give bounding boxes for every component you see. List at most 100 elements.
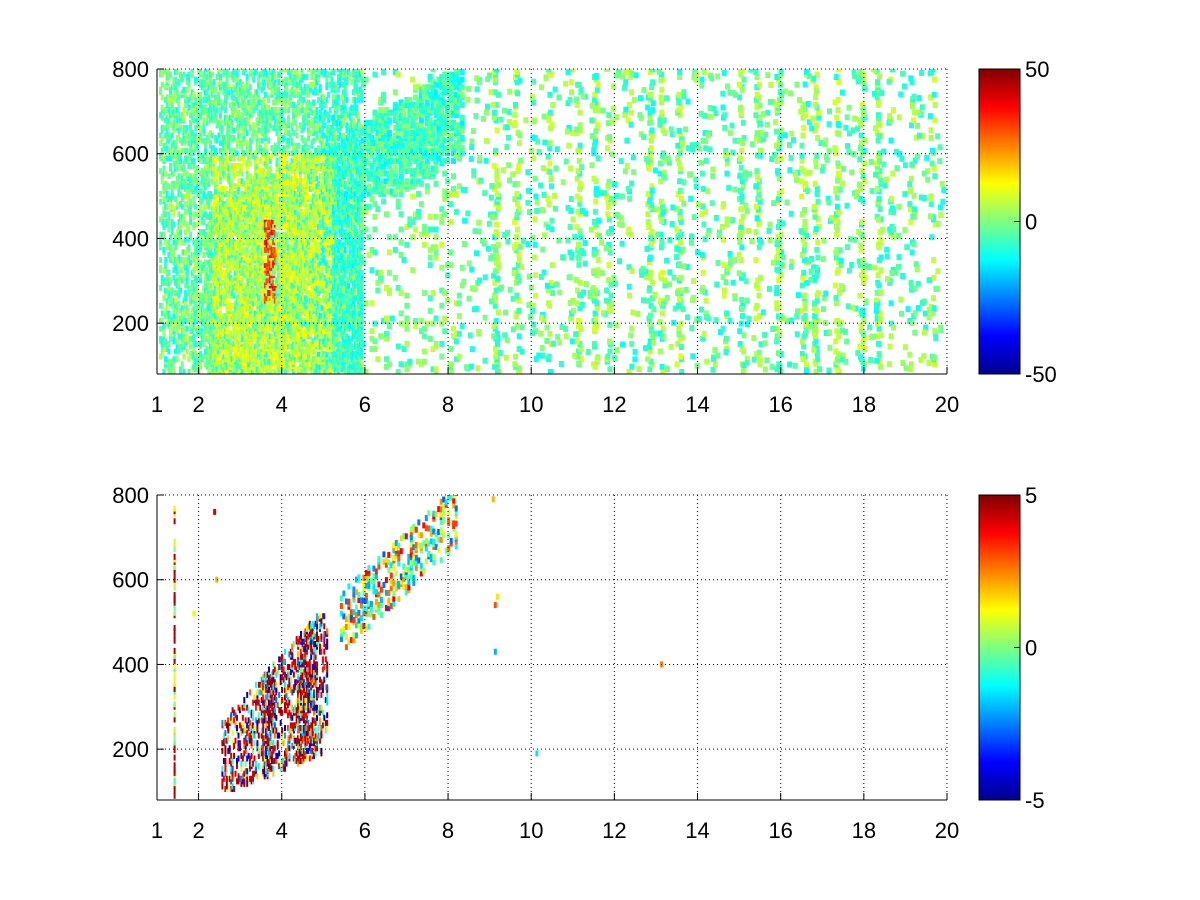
heatmap-cell [288,244,292,251]
heatmap-cell [312,264,316,271]
heatmap-cell [177,180,181,187]
heatmap-cell [227,318,231,324]
heatmap-cell [257,366,261,373]
heatmap-cell [322,318,326,324]
heatmap-cell [250,269,254,276]
heatmap-cell [250,99,254,106]
heatmap-cell [225,119,229,126]
heatmap-cell [257,142,261,149]
heatmap-cell [305,259,309,266]
heatmap-cell [159,198,163,205]
heatmap-cell [307,160,311,167]
heatmap-cell [318,338,322,345]
heatmap-cell [295,249,299,256]
heatmap-cell [232,112,236,119]
heatmap-cell [199,107,202,114]
heatmap-cell [177,279,181,286]
heatmap-cell [308,102,312,108]
heatmap-cell [290,137,294,144]
heatmap-cell [315,147,319,154]
heatmap-cell [273,185,277,192]
heatmap-cell [292,102,296,108]
heatmap-cell [287,249,291,256]
heatmap-cell [238,86,242,93]
heatmap-cell [210,150,214,157]
heatmap-cell [228,119,232,126]
heatmap-cell [214,206,217,213]
heatmap-cell [262,84,266,91]
heatmap-cell [227,236,231,243]
heatmap-cell [252,292,256,299]
heatmap-cell [215,241,219,248]
heatmap-cell [303,84,307,91]
heatmap-cell [303,107,307,114]
heatmap-cell [322,310,326,317]
heatmap-cell [277,173,281,180]
heatmap-cell [204,142,207,149]
heatmap-cell [159,239,163,246]
heatmap-cell [160,104,164,111]
heatmap-cell [298,74,302,80]
heatmap-cell [267,348,271,355]
heatmap-cell [305,353,309,360]
heatmap-cell [297,211,301,218]
heatmap-cell [280,160,284,167]
heatmap-cell [204,89,207,96]
heatmap-cell [233,351,237,358]
heatmap-cell [222,69,226,75]
heatmap-cell [245,348,249,355]
heatmap-cell [223,94,227,101]
heatmap-cell [245,104,249,111]
heatmap-cell [268,290,272,297]
heatmap-cell [214,267,217,274]
heatmap-cell [268,185,272,192]
heatmap-cell [288,188,292,195]
heatmap-cell [250,363,254,370]
heatmap-cell [257,99,261,106]
heatmap-cell [172,239,176,246]
heatmap-cell [177,127,181,134]
heatmap-cell [323,328,327,335]
heatmap-cell [248,160,252,167]
heatmap-cell [214,313,217,319]
heatmap-cell [277,185,281,192]
heatmap-cell [280,257,284,263]
heatmap-cell [300,152,304,159]
heatmap-cell [214,168,217,175]
heatmap-cell [164,180,168,187]
heatmap-cell [280,79,284,86]
heatmap-cell [199,277,202,284]
heatmap-cell [262,287,266,294]
heatmap-cell [194,300,197,307]
heatmap-cell [235,117,239,124]
heatmap-cell [290,282,294,289]
heatmap-cell [184,295,187,302]
heatmap-cell [297,295,301,302]
heatmap-cell [222,239,226,246]
heatmap-cell [268,206,272,213]
heatmap-cell [307,173,311,180]
heatmap-cell [205,259,209,266]
heatmap-cell [263,282,267,289]
heatmap-cell [268,69,272,75]
heatmap-cell [282,310,286,317]
heatmap-cell [200,353,204,360]
heatmap-cell [237,91,241,98]
heatmap-cell [267,191,271,197]
heatmap-cell [287,292,291,299]
heatmap-cell [195,249,199,256]
heatmap-cell [265,269,269,276]
heatmap-cell [192,323,196,330]
heatmap-cell [310,213,314,220]
heatmap-cell [275,264,279,271]
heatmap-cell [207,234,211,241]
heatmap-cell [222,81,226,88]
heatmap-cell [283,216,287,223]
heatmap-cell [225,165,229,172]
heatmap-cell [248,173,252,180]
heatmap-cell [165,310,169,317]
heatmap-cell [312,198,316,205]
heatmap-cell [189,285,192,291]
heatmap-cell [190,130,194,136]
heatmap-cell [162,267,166,274]
